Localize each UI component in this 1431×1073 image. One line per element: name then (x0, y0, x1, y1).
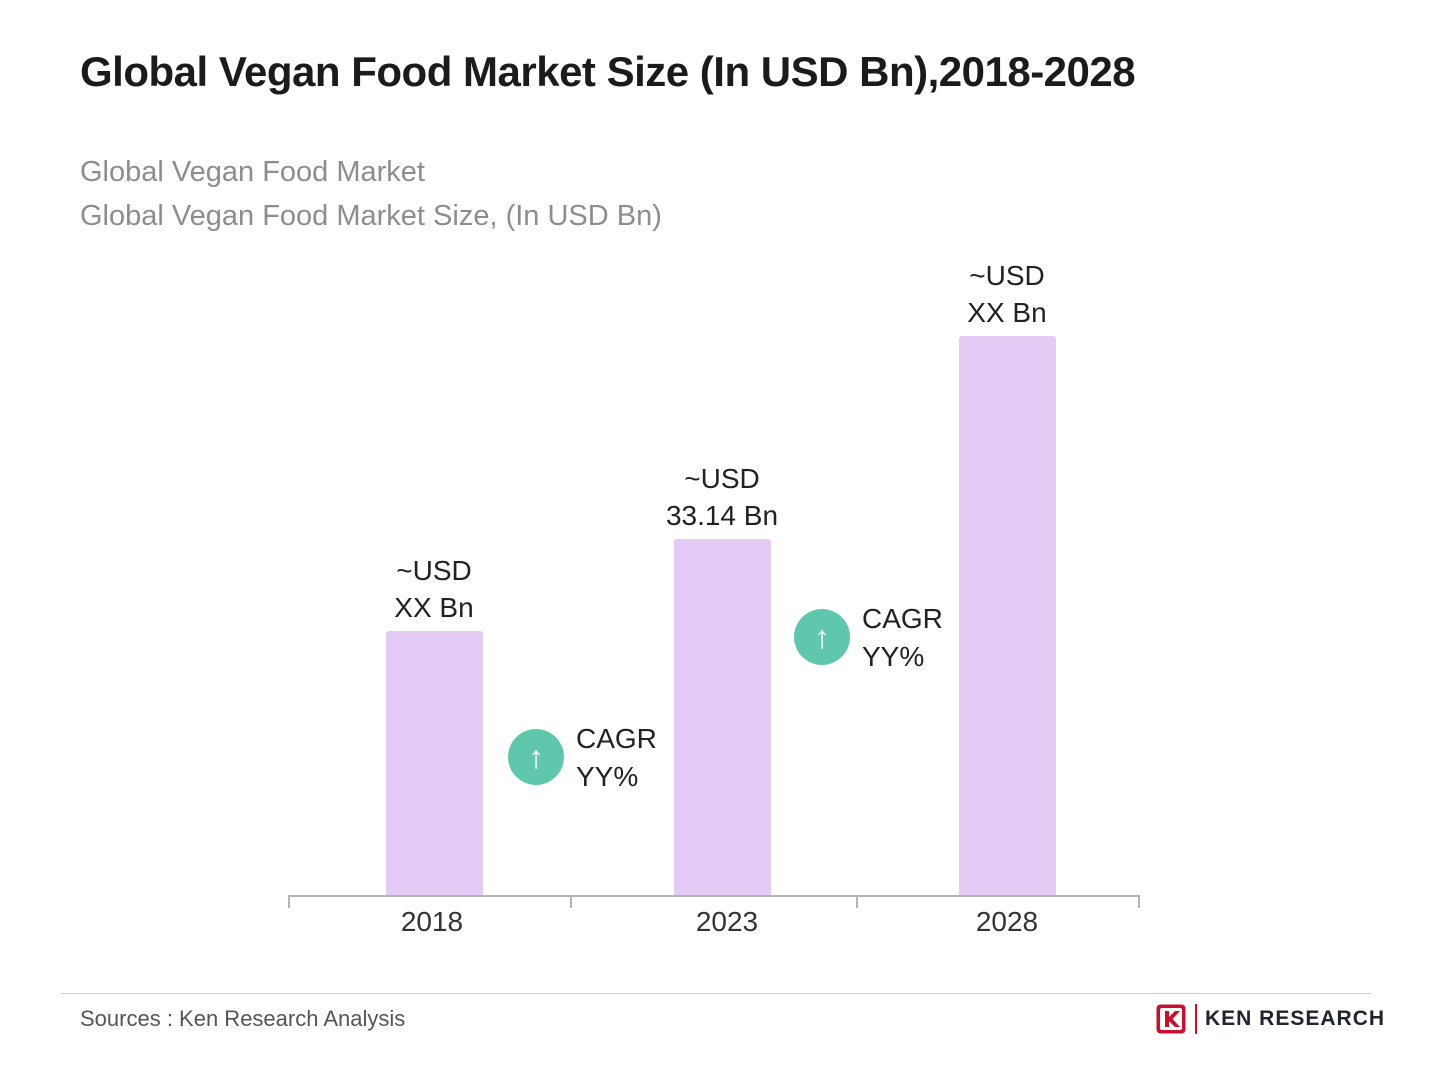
value-label-2018: ~USD XX Bn (394, 555, 474, 623)
up-arrow-icon: ↑ (794, 609, 850, 665)
x-axis-tick (570, 895, 572, 908)
x-axis-tick (1138, 895, 1140, 908)
bar-2028 (959, 336, 1056, 895)
footer-divider (60, 993, 1371, 994)
value-label-2028: ~USD XX Bn (967, 260, 1047, 328)
x-tick-label-2028: 2028 (975, 906, 1039, 937)
up-arrow-glyph: ↑ (528, 738, 544, 775)
ken-research-logo: KEN RESEARCH (1155, 1002, 1385, 1036)
value-label-2023: ~USD 33.14 Bn (665, 463, 779, 531)
cagr-label-1: CAGR YY% (576, 723, 657, 792)
ken-research-logo-icon (1156, 1004, 1186, 1034)
ken-research-logo-text: KEN RESEARCH (1195, 1004, 1385, 1034)
page-title: Global Vegan Food Market Size (In USD Bn… (80, 48, 1136, 95)
x-tick-label-2023: 2023 (695, 906, 759, 937)
subtitle-line-2: Global Vegan Food Market Size, (In USD B… (80, 200, 662, 232)
chart-subtitle: Global Vegan Food Market Global Vegan Fo… (80, 150, 662, 238)
x-axis-line (288, 895, 1140, 897)
x-axis-tick (288, 895, 290, 908)
x-axis-tick (856, 895, 858, 908)
bar-2023 (674, 539, 771, 895)
up-arrow-glyph: ↑ (814, 618, 830, 655)
cagr-label-2: CAGR YY% (862, 603, 943, 672)
up-arrow-icon: ↑ (508, 729, 564, 785)
subtitle-line-1: Global Vegan Food Market (80, 156, 425, 188)
bar-2018 (386, 631, 483, 895)
sources-note: Sources : Ken Research Analysis (80, 1006, 406, 1031)
x-tick-label-2018: 2018 (400, 906, 464, 937)
